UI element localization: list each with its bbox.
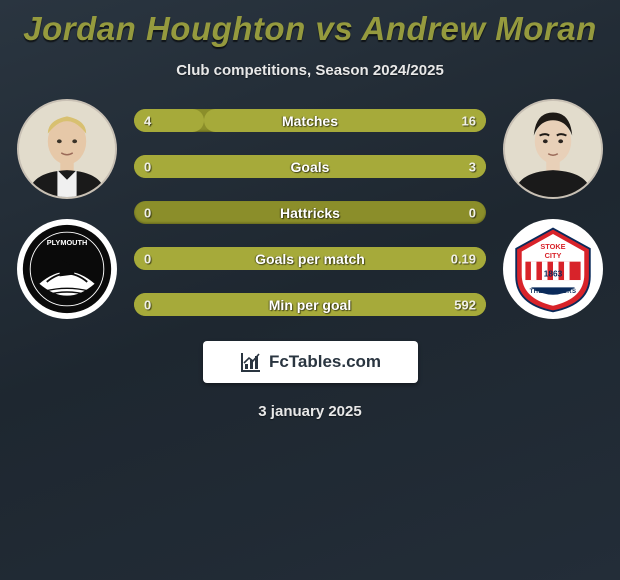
stat-label: Goals [291,159,330,175]
main-row: PLYMOUTH 4 Matches 16 0 Goals 3 0 Hattricks 0 0 Go… [0,99,620,319]
left-column: PLYMOUTH [12,99,122,319]
stat-right-value: 3 [469,159,476,174]
stat-right-value: 0 [469,205,476,220]
stat-label: Matches [282,113,338,129]
stat-bar: 0 Goals 3 [134,155,486,178]
left-club-badge: PLYMOUTH [17,219,117,319]
stat-bar: 0 Hattricks 0 [134,201,486,224]
left-player-photo [17,99,117,199]
stat-right-value: 0.19 [451,251,476,266]
stat-right-value: 592 [454,297,476,312]
svg-text:PLYMOUTH: PLYMOUTH [47,238,88,247]
stat-left-value: 0 [144,159,151,174]
stat-left-value: 0 [144,251,151,266]
chart-icon [239,350,263,374]
page-title: Jordan Houghton vs Andrew Moran [0,10,620,48]
svg-text:THE POTTERS: THE POTTERS [530,289,577,295]
stat-right-value: 16 [462,113,476,128]
right-player-photo [503,99,603,199]
svg-text:STOKE: STOKE [540,242,565,251]
stat-left-value: 0 [144,205,151,220]
brand-text: FcTables.com [269,352,381,372]
stat-bar: 4 Matches 16 [134,109,486,132]
subtitle: Club competitions, Season 2024/2025 [0,62,620,79]
stat-label: Hattricks [280,205,340,221]
comparison-card: Jordan Houghton vs Andrew Moran Club com… [0,0,620,420]
svg-text:1863: 1863 [544,269,563,278]
stat-label: Min per goal [269,297,351,313]
brand-logo-box: FcTables.com [203,341,418,383]
stat-bar: 0 Goals per match 0.19 [134,247,486,270]
svg-text:CITY: CITY [545,251,562,260]
stat-label: Goals per match [255,251,365,267]
stat-left-value: 0 [144,297,151,312]
stat-bar: 0 Min per goal 592 [134,293,486,316]
right-club-badge: STOKE CITY 1863 THE POTTERS [503,219,603,319]
stat-left-value: 4 [144,113,151,128]
right-column: STOKE CITY 1863 THE POTTERS [498,99,608,319]
stat-bars: 4 Matches 16 0 Goals 3 0 Hattricks 0 0 Goals per m… [122,99,498,316]
date-text: 3 january 2025 [0,403,620,420]
